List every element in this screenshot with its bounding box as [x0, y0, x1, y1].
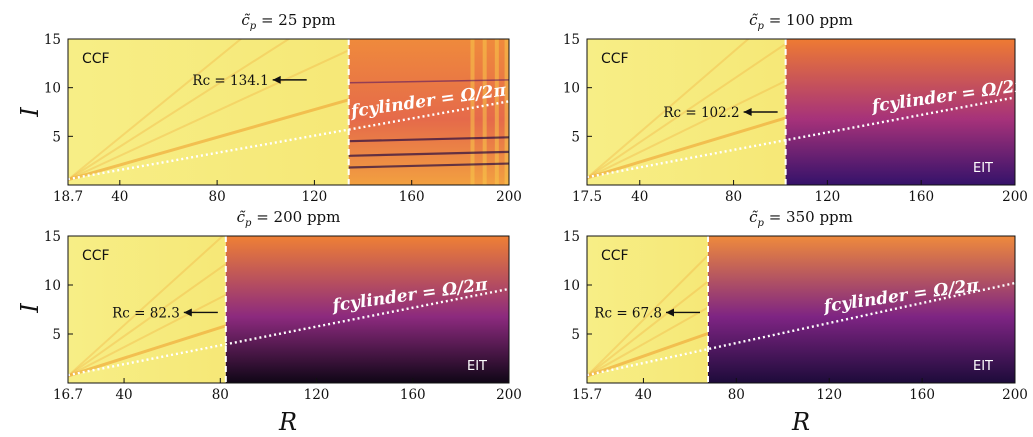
x-tick-label: 80 — [209, 189, 226, 205]
rc-label: Rc = 82.3 — [112, 305, 180, 321]
spectral-stripe — [587, 116, 787, 180]
x-tick-label: 17.5 — [572, 189, 602, 205]
vertical-band — [504, 39, 509, 185]
eit-region — [785, 39, 1015, 185]
ccf-label: CCF — [82, 248, 110, 264]
x-tick-label: 40 — [111, 189, 128, 205]
y-tick-label: 5 — [52, 327, 61, 343]
x-tick-label: 120 — [814, 189, 840, 205]
ccf-region — [68, 236, 226, 383]
x-tick-label: 120 — [816, 387, 842, 403]
spectral-stripe — [68, 236, 225, 377]
x-tick-label: 15.7 — [572, 387, 602, 403]
panel-title: c̃p = 350 ppm — [749, 208, 853, 229]
y-tick-label: 5 — [571, 327, 580, 343]
rc-label: Rc = 102.2 — [663, 105, 739, 121]
spectral-stripe — [68, 324, 227, 378]
rc-label: Rc = 134.1 — [192, 73, 268, 89]
eit-region — [348, 39, 509, 185]
rc-arrowhead — [665, 308, 674, 317]
spectral-stripe — [587, 332, 709, 378]
dark-band — [348, 79, 509, 84]
y-tick-label: 15 — [563, 32, 580, 48]
spectral-stripe — [68, 294, 227, 377]
x-axis-label: R — [278, 408, 297, 436]
vertical-band — [482, 39, 487, 185]
ccf-label: CCF — [82, 51, 110, 67]
dark-band — [348, 162, 509, 169]
y-tick-label: 10 — [44, 278, 61, 294]
x-tick-label: 120 — [302, 189, 328, 205]
x-tick-label: 80 — [212, 387, 229, 403]
panel-frame — [67, 235, 510, 384]
eit-region — [707, 236, 1015, 383]
spectral-stripe — [587, 80, 787, 179]
spectral-stripe — [587, 306, 709, 377]
y-tick-label: 15 — [44, 229, 61, 245]
spectral-stripe — [68, 49, 350, 181]
x-tick-label: 160 — [909, 387, 935, 403]
spectral-stripe — [68, 98, 350, 182]
eit-label: EIT — [973, 359, 993, 374]
ccf-label: CCF — [601, 248, 629, 264]
y-tick-label: 10 — [563, 81, 580, 97]
vertical-band — [494, 39, 499, 185]
rc-arrowhead — [183, 308, 192, 317]
panel-frame — [67, 38, 510, 186]
spectral-stripe — [68, 263, 227, 377]
panel-frame — [586, 235, 1016, 384]
rc-arrowhead — [743, 108, 752, 116]
x-tick-label: 160 — [399, 189, 425, 205]
spectral-stripe — [587, 280, 709, 377]
spectral-stripe — [68, 39, 291, 181]
y-tick-label: 15 — [44, 32, 61, 48]
rc-arrowhead — [272, 75, 281, 84]
spectral-stripe — [587, 39, 750, 179]
spectral-stripe — [68, 39, 243, 181]
x-tick-label: 200 — [1002, 387, 1028, 403]
x-tick-label: 18.7 — [53, 189, 83, 205]
y-axis-label: I — [16, 303, 44, 314]
panel-title: c̃p = 100 ppm — [749, 11, 853, 32]
x-tick-label: 80 — [728, 387, 745, 403]
panel-title: c̃p = 25 ppm — [241, 11, 335, 32]
panel-frame — [586, 38, 1016, 186]
x-axis-label: R — [791, 408, 810, 436]
y-tick-label: 15 — [563, 229, 580, 245]
panel-title: c̃p = 200 ppm — [237, 208, 341, 229]
x-tick-label: 40 — [635, 387, 652, 403]
dark-band — [348, 150, 509, 157]
x-tick-label: 40 — [631, 189, 648, 205]
vertical-band — [470, 39, 475, 185]
eit-region — [225, 236, 509, 383]
x-tick-label: 200 — [496, 189, 522, 205]
spectral-stripe — [587, 254, 709, 377]
ccf-label: CCF — [601, 51, 629, 67]
y-tick-label: 10 — [44, 81, 61, 97]
x-tick-label: 200 — [1002, 189, 1028, 205]
dark-band — [348, 136, 509, 143]
eit-label: EIT — [467, 359, 487, 374]
spectral-stripe — [587, 43, 787, 179]
x-tick-label: 40 — [115, 387, 132, 403]
rc-label: Rc = 67.8 — [594, 305, 662, 321]
y-axis-label: I — [16, 107, 44, 118]
x-tick-label: 120 — [304, 387, 330, 403]
x-tick-label: 200 — [496, 387, 522, 403]
y-tick-label: 10 — [563, 278, 580, 294]
eit-label: EIT — [973, 161, 993, 176]
x-tick-label: 80 — [725, 189, 742, 205]
y-tick-label: 5 — [52, 129, 61, 145]
x-tick-label: 160 — [400, 387, 426, 403]
x-tick-label: 16.7 — [53, 387, 83, 403]
x-tick-label: 160 — [908, 189, 934, 205]
ccf-region — [587, 236, 708, 383]
y-tick-label: 5 — [571, 129, 580, 145]
